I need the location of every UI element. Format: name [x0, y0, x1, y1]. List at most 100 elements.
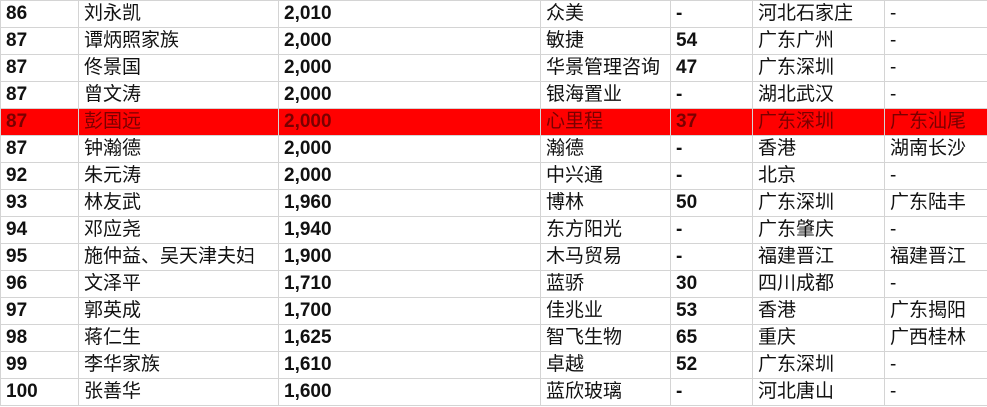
- table-row: 87 曾文涛 2,000 银海置业 - 湖北武汉 -: [0, 81, 987, 109]
- wealth-cell: 2,000: [278, 135, 541, 163]
- table-row: 97 郭英成 1,700 佳兆业 53 香港 广东揭阳: [0, 297, 987, 325]
- hometown-cell: -: [884, 54, 987, 82]
- rank-cell: 87: [0, 108, 79, 136]
- rank-cell: 87: [0, 135, 79, 163]
- wealth-cell: 2,000: [278, 108, 541, 136]
- hometown-cell: -: [884, 0, 987, 28]
- rank-cell: 97: [0, 297, 79, 325]
- name-cell: 曾文涛: [78, 81, 279, 109]
- hometown-cell: -: [884, 270, 987, 298]
- age-cell: 30: [670, 270, 753, 298]
- wealth-cell: 1,900: [278, 243, 541, 271]
- age-cell: -: [670, 135, 753, 163]
- hometown-cell: -: [884, 162, 987, 190]
- rank-cell: 96: [0, 270, 79, 298]
- company-cell: 木马贸易: [540, 243, 671, 271]
- company-cell: 蓝欣玻璃: [540, 378, 671, 406]
- name-cell: 谭炳照家族: [78, 27, 279, 55]
- wealth-cell: 2,000: [278, 54, 541, 82]
- wealth-cell: 2,010: [278, 0, 541, 28]
- hometown-cell: -: [884, 81, 987, 109]
- company-cell: 敏捷: [540, 27, 671, 55]
- wealth-cell: 2,000: [278, 27, 541, 55]
- wealth-cell: 2,000: [278, 162, 541, 190]
- age-cell: -: [670, 378, 753, 406]
- name-cell: 郭英成: [78, 297, 279, 325]
- table-row: 86 刘永凯 2,010 众美 - 河北石家庄 -: [0, 0, 987, 28]
- hometown-cell: 广东陆丰: [884, 189, 987, 217]
- company-cell: 华景管理咨询: [540, 54, 671, 82]
- hometown-cell: 福建晋江: [884, 243, 987, 271]
- rank-cell: 86: [0, 0, 79, 28]
- location-cell: 北京: [752, 162, 885, 190]
- wealth-cell: 1,700: [278, 297, 541, 325]
- table-row: 100 张善华 1,600 蓝欣玻璃 - 河北唐山 -: [0, 378, 987, 406]
- table-row: 87 谭炳照家族 2,000 敏捷 54 广东广州 -: [0, 27, 987, 55]
- rank-cell: 87: [0, 81, 79, 109]
- age-cell: -: [670, 243, 753, 271]
- table-row: 94 邓应尧 1,940 东方阳光 - 广东肇庆 -: [0, 216, 987, 244]
- rank-cell: 87: [0, 54, 79, 82]
- table-row: 87 佟景国 2,000 华景管理咨询 47 广东深圳 -: [0, 54, 987, 82]
- rank-cell: 87: [0, 27, 79, 55]
- location-cell: 河北唐山: [752, 378, 885, 406]
- name-cell: 彭国远: [78, 108, 279, 136]
- hometown-cell: 广西桂林: [884, 324, 987, 352]
- name-cell: 刘永凯: [78, 0, 279, 28]
- age-cell: 50: [670, 189, 753, 217]
- age-cell: 54: [670, 27, 753, 55]
- rank-cell: 95: [0, 243, 79, 271]
- location-cell: 河北石家庄: [752, 0, 885, 28]
- hometown-cell: 湖南长沙: [884, 135, 987, 163]
- company-cell: 银海置业: [540, 81, 671, 109]
- location-cell: 重庆: [752, 324, 885, 352]
- hometown-cell: -: [884, 351, 987, 379]
- age-cell: 47: [670, 54, 753, 82]
- wealth-cell: 2,000: [278, 81, 541, 109]
- location-cell: 湖北武汉: [752, 81, 885, 109]
- wealth-cell: 1,610: [278, 351, 541, 379]
- age-cell: -: [670, 162, 753, 190]
- rank-cell: 100: [0, 378, 79, 406]
- table-row: 92 朱元涛 2,000 中兴通 - 北京 -: [0, 162, 987, 190]
- rank-cell: 93: [0, 189, 79, 217]
- table-row: 87 彭国远 2,000 心里程 37 广东深圳 广东汕尾: [0, 108, 987, 136]
- location-cell: 香港: [752, 297, 885, 325]
- name-cell: 朱元涛: [78, 162, 279, 190]
- hometown-cell: 广东汕尾: [884, 108, 987, 136]
- wealth-cell: 1,710: [278, 270, 541, 298]
- table-row: 95 施仲益、吴天津夫妇 1,900 木马贸易 - 福建晋江 福建晋江: [0, 243, 987, 271]
- rank-cell: 98: [0, 324, 79, 352]
- location-cell: 广东深圳: [752, 351, 885, 379]
- hometown-cell: -: [884, 216, 987, 244]
- age-cell: -: [670, 81, 753, 109]
- name-cell: 林友武: [78, 189, 279, 217]
- age-cell: 37: [670, 108, 753, 136]
- location-cell: 广东深圳: [752, 108, 885, 136]
- company-cell: 卓越: [540, 351, 671, 379]
- table-row: 99 李华家族 1,610 卓越 52 广东深圳 -: [0, 351, 987, 379]
- location-cell: 福建晋江: [752, 243, 885, 271]
- rank-cell: 94: [0, 216, 79, 244]
- company-cell: 瀚德: [540, 135, 671, 163]
- company-cell: 中兴通: [540, 162, 671, 190]
- company-cell: 心里程: [540, 108, 671, 136]
- name-cell: 李华家族: [78, 351, 279, 379]
- table-row: 93 林友武 1,960 博林 50 广东深圳 广东陆丰: [0, 189, 987, 217]
- rank-cell: 99: [0, 351, 79, 379]
- hometown-cell: -: [884, 378, 987, 406]
- company-cell: 博林: [540, 189, 671, 217]
- name-cell: 钟瀚德: [78, 135, 279, 163]
- location-cell: 四川成都: [752, 270, 885, 298]
- age-cell: -: [670, 216, 753, 244]
- table-row: 87 钟瀚德 2,000 瀚德 - 香港 湖南长沙: [0, 135, 987, 163]
- hometown-cell: 广东揭阳: [884, 297, 987, 325]
- table-row: 96 文泽平 1,710 蓝骄 30 四川成都 -: [0, 270, 987, 298]
- wealth-cell: 1,625: [278, 324, 541, 352]
- name-cell: 蒋仁生: [78, 324, 279, 352]
- location-cell: 香港: [752, 135, 885, 163]
- age-cell: 53: [670, 297, 753, 325]
- company-cell: 蓝骄: [540, 270, 671, 298]
- hometown-cell: -: [884, 27, 987, 55]
